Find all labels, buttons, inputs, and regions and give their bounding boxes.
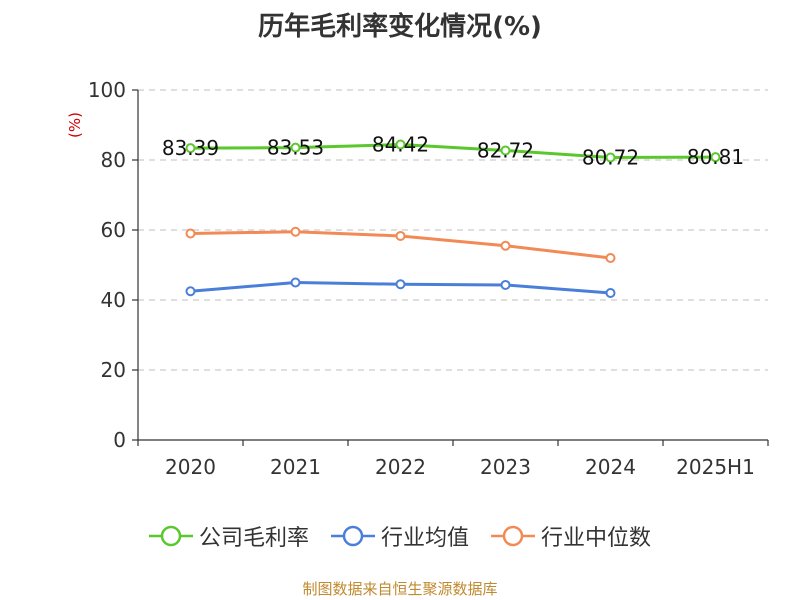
data-point: [185, 228, 196, 239]
data-point: [605, 288, 616, 298]
data-point: [500, 240, 511, 251]
source-note: 制图数据来自恒生聚源数据库: [302, 580, 498, 598]
legend: 公司毛利率 行业均值 行业中位数: [0, 520, 800, 552]
legend-label: 行业中位数: [541, 526, 652, 551]
legend-item[interactable]: 行业中位数: [491, 520, 651, 552]
data-label: 83.39: [162, 136, 219, 160]
data-point: [185, 143, 196, 154]
legend-item[interactable]: 公司毛利率: [148, 520, 309, 552]
data-point: [395, 139, 406, 150]
x-tick-label: 2020: [165, 455, 216, 479]
axis-layer: 0 20 40 60 80 100 2020 2021 2022 2023 2024 2025H1 (%…: [66, 78, 769, 479]
y-tick-label: 80: [101, 148, 126, 172]
data-point: [710, 152, 721, 163]
data-point: [290, 277, 301, 288]
data-point: [500, 279, 511, 290]
data-label: 83.53: [267, 136, 324, 160]
legend-swatch-icon: [148, 525, 193, 547]
legend-label: 公司毛利率: [198, 526, 309, 551]
data-label: 84.42: [372, 133, 429, 157]
data-label-layer: 83.39 83.53 84.42 82.72 80.72 80.81: [162, 133, 744, 170]
series-layer: [185, 139, 721, 298]
grid-layer: [138, 89, 768, 371]
data-point: [395, 230, 406, 241]
data-point: [185, 286, 196, 297]
x-tick-label: 2025H1: [676, 455, 755, 479]
data-label: 80.81: [687, 145, 744, 169]
x-tick-label: 2023: [480, 455, 531, 479]
legend-swatch-icon: [491, 525, 535, 547]
data-point: [290, 226, 301, 237]
data-point: [395, 279, 406, 290]
y-tick-label: 100: [88, 78, 126, 102]
chart-title: 历年毛利率变化情况(%): [258, 12, 542, 42]
data-point: [605, 253, 616, 263]
x-tick-label: 2022: [375, 455, 426, 479]
data-point: [605, 152, 616, 163]
legend-swatch-icon: [330, 525, 375, 547]
y-tick-label: 20: [101, 358, 126, 382]
data-point: [290, 142, 301, 153]
y-tick-label: 0: [113, 428, 126, 452]
data-label: 82.72: [477, 138, 534, 162]
x-tick-label: 2024: [585, 455, 636, 479]
y-axis-label: (%): [66, 112, 84, 138]
x-tick-label: 2021: [270, 455, 321, 479]
data-point: [500, 145, 511, 156]
y-tick-label: 40: [101, 288, 126, 312]
data-label: 80.72: [582, 145, 639, 169]
legend-label: 行业均值: [380, 526, 469, 551]
y-tick-label: 60: [101, 218, 126, 242]
series-line-0: [190, 143, 716, 159]
legend-item[interactable]: 行业均值: [330, 520, 469, 552]
